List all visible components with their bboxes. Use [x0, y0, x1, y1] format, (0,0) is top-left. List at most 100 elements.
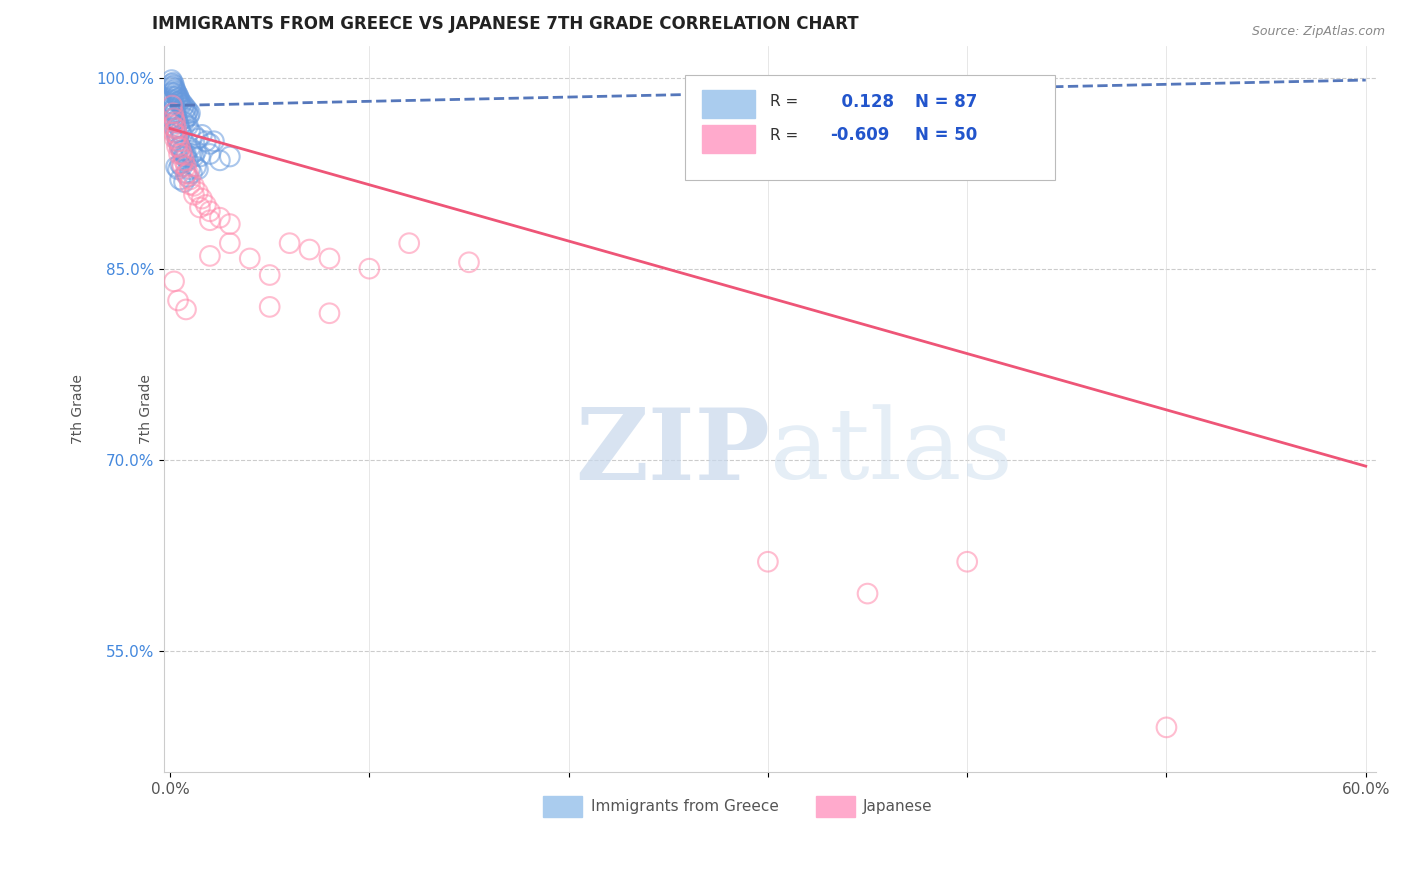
- Point: [163, 115, 186, 129]
- Point: [183, 149, 205, 163]
- Point: [188, 149, 211, 163]
- Point: [458, 255, 481, 269]
- Point: [179, 162, 201, 177]
- Point: [172, 101, 194, 115]
- Point: [218, 236, 240, 251]
- Point: [173, 98, 195, 112]
- Point: [163, 274, 186, 288]
- Point: [166, 130, 188, 145]
- Point: [167, 95, 190, 109]
- Point: [166, 112, 188, 127]
- Text: N = 50: N = 50: [915, 126, 977, 144]
- Point: [181, 147, 204, 161]
- Point: [163, 121, 186, 136]
- Point: [163, 97, 186, 112]
- Point: [162, 89, 184, 103]
- Point: [179, 106, 201, 120]
- Point: [165, 104, 187, 119]
- Text: Source: ZipAtlas.com: Source: ZipAtlas.com: [1251, 25, 1385, 38]
- Point: [194, 134, 217, 148]
- Point: [169, 172, 191, 186]
- Point: [170, 128, 193, 142]
- Point: [179, 124, 201, 138]
- Text: R =: R =: [770, 128, 799, 143]
- Point: [174, 167, 197, 181]
- Point: [167, 147, 190, 161]
- Point: [856, 586, 879, 600]
- Point: [202, 134, 225, 148]
- Point: [756, 555, 779, 569]
- Point: [169, 157, 191, 171]
- Point: [188, 201, 211, 215]
- Point: [162, 106, 184, 120]
- Point: [170, 147, 193, 161]
- Point: [163, 112, 186, 126]
- Point: [167, 293, 190, 308]
- FancyBboxPatch shape: [543, 796, 582, 817]
- Point: [177, 169, 200, 184]
- Point: [166, 92, 188, 106]
- Point: [166, 128, 188, 142]
- Point: [318, 306, 340, 320]
- Point: [183, 178, 205, 193]
- Point: [173, 175, 195, 189]
- Point: [174, 101, 197, 115]
- Point: [181, 166, 204, 180]
- Point: [174, 302, 197, 317]
- Point: [174, 160, 197, 174]
- Point: [169, 140, 191, 154]
- Point: [183, 128, 205, 142]
- Point: [174, 149, 197, 163]
- Point: [163, 78, 186, 92]
- Text: IMMIGRANTS FROM GREECE VS JAPANESE 7TH GRADE CORRELATION CHART: IMMIGRANTS FROM GREECE VS JAPANESE 7TH G…: [152, 15, 859, 33]
- Point: [179, 178, 201, 192]
- Point: [170, 98, 193, 112]
- Point: [167, 162, 190, 177]
- Point: [173, 115, 195, 129]
- Point: [956, 555, 979, 569]
- Point: [170, 160, 193, 174]
- Point: [165, 85, 187, 99]
- Point: [198, 147, 221, 161]
- Point: [184, 145, 207, 159]
- Text: Japanese: Japanese: [863, 799, 932, 814]
- Point: [208, 153, 231, 168]
- Point: [187, 185, 209, 199]
- Point: [162, 94, 184, 108]
- Text: Immigrants from Greece: Immigrants from Greece: [591, 799, 779, 814]
- Point: [173, 153, 195, 168]
- Text: 0.128: 0.128: [831, 93, 894, 111]
- Point: [170, 157, 193, 171]
- Point: [165, 160, 187, 174]
- Point: [173, 149, 195, 163]
- Point: [163, 115, 186, 129]
- Point: [191, 128, 214, 142]
- FancyBboxPatch shape: [815, 796, 855, 817]
- Point: [162, 80, 184, 95]
- Point: [169, 124, 191, 138]
- Point: [218, 149, 240, 163]
- Point: [177, 119, 200, 133]
- Point: [179, 140, 201, 154]
- Point: [160, 86, 183, 100]
- Point: [259, 300, 281, 314]
- Text: -0.609: -0.609: [831, 126, 890, 144]
- Point: [165, 89, 187, 103]
- Point: [160, 73, 183, 87]
- Point: [198, 213, 221, 227]
- Point: [169, 140, 191, 154]
- Text: R =: R =: [770, 94, 799, 109]
- Point: [163, 83, 186, 97]
- Point: [174, 166, 197, 180]
- Point: [184, 160, 207, 174]
- Point: [167, 91, 190, 105]
- Point: [167, 88, 190, 103]
- Point: [187, 131, 209, 145]
- Point: [162, 125, 184, 139]
- Point: [169, 94, 191, 108]
- Text: ZIP: ZIP: [575, 404, 770, 501]
- Point: [170, 95, 193, 110]
- Point: [239, 252, 262, 266]
- Point: [1156, 720, 1178, 734]
- Point: [318, 252, 340, 266]
